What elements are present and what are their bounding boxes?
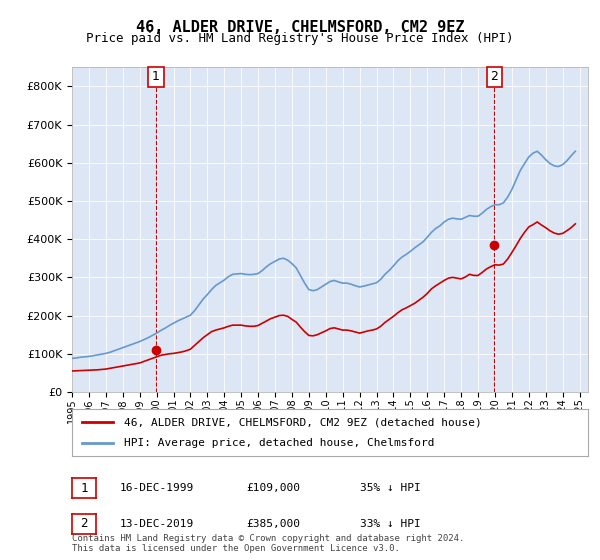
Text: £385,000: £385,000 (246, 519, 300, 529)
Text: HPI: Average price, detached house, Chelmsford: HPI: Average price, detached house, Chel… (124, 438, 434, 448)
Text: Price paid vs. HM Land Registry's House Price Index (HPI): Price paid vs. HM Land Registry's House … (86, 32, 514, 45)
Text: 46, ALDER DRIVE, CHELMSFORD, CM2 9EZ: 46, ALDER DRIVE, CHELMSFORD, CM2 9EZ (136, 20, 464, 35)
Text: Contains HM Land Registry data © Crown copyright and database right 2024.
This d: Contains HM Land Registry data © Crown c… (72, 534, 464, 553)
Text: £109,000: £109,000 (246, 483, 300, 493)
Text: 2: 2 (490, 71, 498, 83)
Text: 46, ALDER DRIVE, CHELMSFORD, CM2 9EZ (detached house): 46, ALDER DRIVE, CHELMSFORD, CM2 9EZ (de… (124, 417, 481, 427)
Text: 13-DEC-2019: 13-DEC-2019 (120, 519, 194, 529)
Text: 1: 1 (152, 71, 160, 83)
Text: 1: 1 (80, 482, 88, 495)
Text: 16-DEC-1999: 16-DEC-1999 (120, 483, 194, 493)
Text: 33% ↓ HPI: 33% ↓ HPI (360, 519, 421, 529)
Text: 35% ↓ HPI: 35% ↓ HPI (360, 483, 421, 493)
Text: 2: 2 (80, 517, 88, 530)
